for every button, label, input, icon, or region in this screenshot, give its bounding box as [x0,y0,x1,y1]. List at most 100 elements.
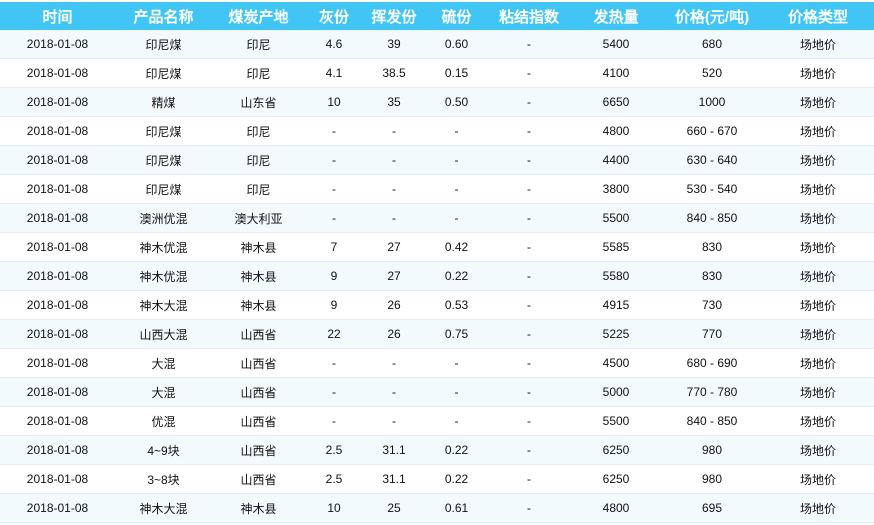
cell-ash: 4.1 [305,58,363,88]
cell-price: 660 - 670 [662,116,762,146]
cell-sulfur: 0.61 [425,493,488,523]
cell-date: 2018-01-08 [0,493,115,523]
cell-price: 1000 [662,87,762,117]
cell-sulfur: 0.50 [425,87,488,117]
cell-ash: - [305,348,363,378]
cell-volatile: - [363,145,425,175]
cell-volatile: 38.5 [363,58,425,88]
column-header-calorific: 发热量 [570,2,662,30]
table-header-row: 时间 产品名称 煤炭产地 灰份 挥发份 硫份 粘结指数 发热量 价格(元/吨) 价格类型 [0,2,874,30]
cell-product: 澳洲优混 [115,203,212,233]
cell-caking-index: - [488,319,570,349]
cell-sulfur: 0.22 [425,464,488,494]
cell-price: 770 [662,319,762,349]
cell-calorific: 4500 [570,348,662,378]
cell-caking-index: - [488,203,570,233]
cell-product: 4~9块 [115,435,212,465]
cell-volatile: - [363,406,425,436]
table-row: 2018-01-08 印尼煤 印尼 4.1 38.5 0.15-4100 520 场地价 [0,58,874,88]
cell-calorific: 6250 [570,464,662,494]
cell-calorific: 4400 [570,145,662,175]
cell-product: 山西大混 [115,319,212,349]
column-header-date: 时间 [0,2,115,30]
cell-volatile: 39 [363,30,425,59]
cell-date: 2018-01-08 [0,435,115,465]
cell-calorific: 4915 [570,290,662,320]
cell-price: 980 [662,464,762,494]
cell-ash: - [305,145,363,175]
cell-caking-index: - [488,174,570,204]
table-row: 2018-01-08 印尼煤 印尼 - - - -3800 530 - 540 场地价 [0,174,874,204]
cell-date: 2018-01-08 [0,319,115,349]
cell-product: 精煤 [115,87,212,117]
cell-price-type: 场地价 [762,145,874,175]
cell-price-type: 场地价 [762,464,874,494]
cell-ash: 2.5 [305,435,363,465]
cell-sulfur: 0.22 [425,435,488,465]
cell-date: 2018-01-08 [0,348,115,378]
cell-caking-index: - [488,464,570,494]
cell-origin: 山东省 [212,87,305,117]
cell-price: 630 - 640 [662,145,762,175]
cell-volatile: - [363,377,425,407]
cell-caking-index: - [488,116,570,146]
cell-price: 695 [662,493,762,523]
cell-date: 2018-01-08 [0,145,115,175]
table-row: 2018-01-08 印尼煤 印尼 - - - -4800 660 - 670 场地价 [0,116,874,146]
cell-origin: 印尼 [212,58,305,88]
cell-price-type: 场地价 [762,377,874,407]
cell-price-type: 场地价 [762,203,874,233]
cell-price-type: 场地价 [762,435,874,465]
column-header-origin: 煤炭产地 [212,2,305,30]
column-header-ash: 灰份 [305,2,363,30]
cell-calorific: 3800 [570,174,662,204]
cell-origin: 山西省 [212,348,305,378]
cell-calorific: 5225 [570,319,662,349]
table-row: 2018-01-08 神木大混 神木县 10 25 0.61-4800 695 场地价 [0,493,874,523]
cell-origin: 印尼 [212,174,305,204]
cell-caking-index: - [488,348,570,378]
cell-ash: 9 [305,290,363,320]
cell-volatile: 26 [363,290,425,320]
cell-volatile: - [363,174,425,204]
table-row: 2018-01-08 澳洲优混 澳大利亚 - - - -5500 840 - 850 场地价 [0,203,874,233]
cell-origin: 澳大利亚 [212,203,305,233]
cell-calorific: 5585 [570,232,662,262]
cell-caking-index: - [488,87,570,117]
cell-caking-index: - [488,406,570,436]
table-row: 2018-01-08 神木大混 神木县 9 26 0.53-4915 730 场地价 [0,290,874,320]
cell-price-type: 场地价 [762,30,874,59]
cell-sulfur: - [425,116,488,146]
cell-ash: 10 [305,87,363,117]
cell-volatile: 27 [363,232,425,262]
cell-volatile: 26 [363,319,425,349]
cell-sulfur: - [425,348,488,378]
cell-caking-index: - [488,232,570,262]
cell-price-type: 场地价 [762,406,874,436]
cell-ash: 7 [305,232,363,262]
cell-product: 神木优混 [115,232,212,262]
cell-volatile: 35 [363,87,425,117]
cell-date: 2018-01-08 [0,261,115,291]
cell-volatile: 31.1 [363,464,425,494]
cell-origin: 印尼 [212,116,305,146]
cell-sulfur: 0.60 [425,30,488,59]
cell-date: 2018-01-08 [0,406,115,436]
cell-caking-index: - [488,58,570,88]
cell-ash: - [305,406,363,436]
cell-calorific: 4800 [570,116,662,146]
cell-calorific: 4100 [570,58,662,88]
cell-product: 神木大混 [115,493,212,523]
cell-caking-index: - [488,261,570,291]
cell-origin: 山西省 [212,406,305,436]
cell-sulfur: 0.53 [425,290,488,320]
column-header-price: 价格(元/吨) [662,2,762,30]
cell-ash: - [305,203,363,233]
cell-origin: 山西省 [212,435,305,465]
cell-calorific: 5400 [570,30,662,59]
table-row: 2018-01-08 精煤 山东省 10 35 0.50-6650 1000 场地价 [0,87,874,117]
cell-calorific: 4800 [570,493,662,523]
cell-price-type: 场地价 [762,319,874,349]
table-row: 2018-01-08 大混 山西省 - - - -4500 680 - 690 场地价 [0,348,874,378]
cell-sulfur: - [425,406,488,436]
